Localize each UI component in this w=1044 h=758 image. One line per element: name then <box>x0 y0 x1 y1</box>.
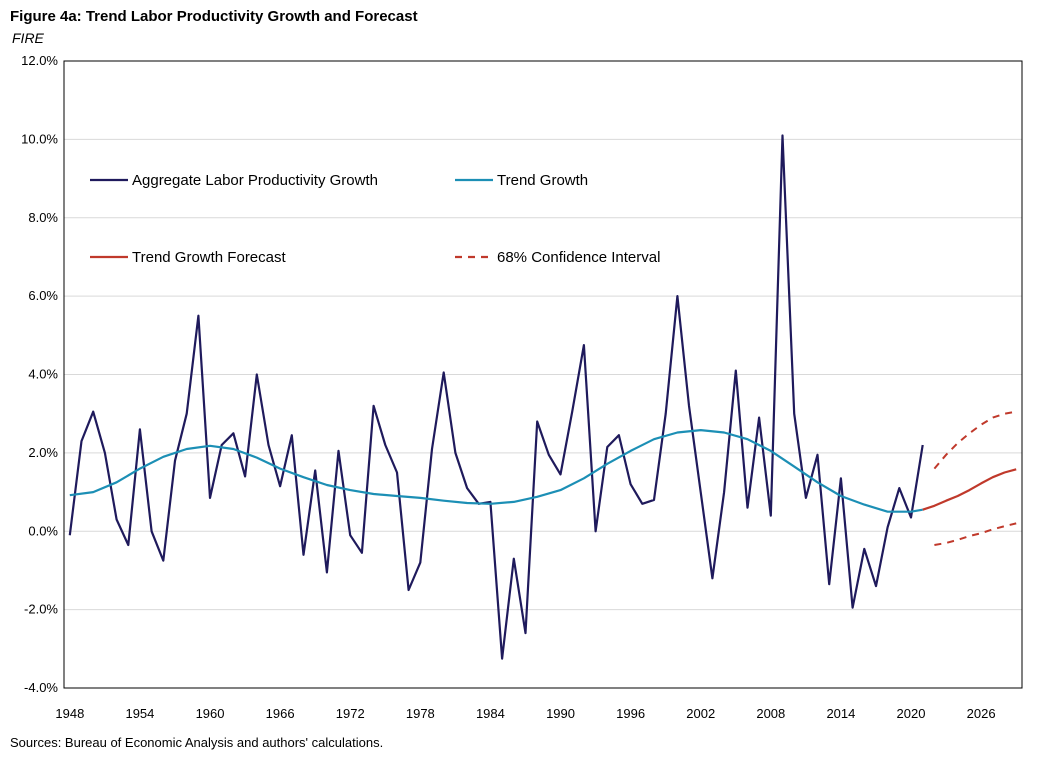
x-tick-label: 1966 <box>266 706 295 721</box>
y-tick-label: 4.0% <box>28 367 58 382</box>
x-tick-label: 2014 <box>826 706 855 721</box>
x-tick-label: 1984 <box>476 706 505 721</box>
grid-lines <box>64 60 1022 689</box>
x-tick-label: 1972 <box>336 706 365 721</box>
x-tick-label: 1948 <box>55 706 84 721</box>
y-tick-label: 12.0% <box>21 53 58 68</box>
x-tick-label: 1978 <box>406 706 435 721</box>
plot-frame <box>63 60 1023 689</box>
y-tick-label: 10.0% <box>21 131 58 146</box>
x-tick-label: 2002 <box>686 706 715 721</box>
legend-label: Aggregate Labor Productivity Growth <box>132 172 378 189</box>
y-tick-label: -4.0% <box>24 680 58 695</box>
chart-subtitle: FIRE <box>12 30 44 46</box>
x-tick-label: 1996 <box>616 706 645 721</box>
x-tick-label: 1954 <box>125 706 154 721</box>
legend-label: Trend Growth <box>497 172 588 189</box>
series-line-68-confidence-interval-lower <box>934 522 1017 546</box>
legend-label: Trend Growth Forecast <box>132 249 286 266</box>
chart-title: Figure 4a: Trend Labor Productivity Grow… <box>10 8 418 25</box>
legend: Aggregate Labor Productivity Growth Trend… <box>90 172 660 266</box>
x-tick-label: 2008 <box>756 706 785 721</box>
x-tick-label: 1990 <box>546 706 575 721</box>
x-tick-label: 1960 <box>196 706 225 721</box>
x-tick-label: 2020 <box>897 706 926 721</box>
series-line-68-confidence-interval <box>933 410 1017 470</box>
x-axis-ticks: 1948 1954 1960 1966 1972 1978 1984 1990 1996 2002… <box>55 706 995 721</box>
y-tick-label: 6.0% <box>28 288 58 303</box>
y-tick-label: 8.0% <box>28 210 58 225</box>
y-tick-label: -2.0% <box>24 602 58 617</box>
y-tick-label: 0.0% <box>28 523 58 538</box>
series-line-trend-growth <box>69 429 923 513</box>
series-line-trend-growth-forecast <box>922 468 1017 511</box>
y-axis-ticks: -4.0% -2.0% 0.0% 2.0% 4.0% 6.0% 8.0% 10.0% 12.0% <box>21 53 58 695</box>
series-layer <box>68 134 1017 660</box>
legend-label: 68% Confidence Interval <box>497 249 660 266</box>
y-tick-label: 2.0% <box>28 445 58 460</box>
line-chart: -4.0% -2.0% 0.0% 2.0% 4.0% 6.0% 8.0% 10.0% 12.0%… <box>21 53 1023 721</box>
series-line-aggregate-labor-productivity-growth <box>68 134 924 660</box>
source-note: Sources: Bureau of Economic Analysis and… <box>10 735 384 750</box>
x-tick-label: 2026 <box>967 706 996 721</box>
